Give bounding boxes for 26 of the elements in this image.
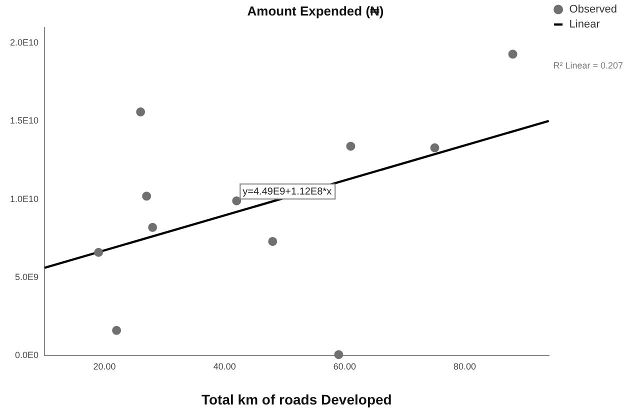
y-tick-label: 5.0E9 bbox=[14, 272, 39, 282]
point bbox=[112, 326, 122, 335]
point bbox=[136, 107, 146, 116]
y-tick-label: 2.0E10 bbox=[10, 38, 39, 48]
point bbox=[508, 50, 518, 59]
x-tick-label: 60.00 bbox=[333, 361, 356, 372]
y-tick-label: 0.0E0 bbox=[14, 350, 39, 360]
x-tick-label: 40.00 bbox=[213, 361, 236, 372]
x-tick-label: 80.00 bbox=[453, 361, 476, 372]
point bbox=[430, 143, 440, 152]
legend-label: Observed bbox=[569, 4, 618, 16]
point bbox=[334, 350, 344, 360]
y-tick-label: 1.0E10 bbox=[10, 194, 39, 204]
x-axis-title: Total km of roads Developed bbox=[201, 391, 392, 408]
x-tick-label: 20.00 bbox=[93, 361, 116, 372]
text: R² Linear = 0.207 bbox=[553, 60, 623, 70]
point bbox=[94, 248, 104, 257]
y-tick-label: 1.5E10 bbox=[10, 116, 39, 126]
chart-title: Amount Expended (₦) bbox=[247, 3, 384, 18]
point bbox=[142, 192, 152, 201]
point bbox=[346, 142, 356, 151]
point bbox=[268, 236, 278, 246]
annotation: y=4.49E9+1.12E8*x bbox=[242, 186, 332, 198]
legend-label: Linear bbox=[569, 18, 600, 31]
point bbox=[148, 222, 158, 232]
point bbox=[232, 196, 242, 206]
